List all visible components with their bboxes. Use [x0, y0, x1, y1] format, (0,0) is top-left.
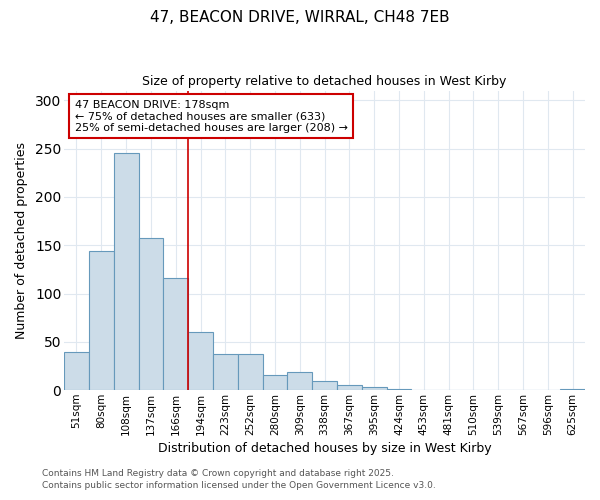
Bar: [89, 251, 114, 390]
Y-axis label: Number of detached properties: Number of detached properties: [15, 142, 28, 339]
Bar: [163, 278, 188, 390]
Bar: [386, 389, 412, 390]
Bar: [238, 354, 263, 390]
Bar: [312, 382, 337, 390]
Bar: [287, 372, 312, 390]
Bar: [139, 238, 163, 390]
Bar: [263, 374, 287, 390]
Title: Size of property relative to detached houses in West Kirby: Size of property relative to detached ho…: [142, 75, 507, 88]
Bar: [560, 389, 585, 390]
Bar: [188, 332, 213, 390]
Bar: [213, 354, 238, 390]
Text: 47 BEACON DRIVE: 178sqm
← 75% of detached houses are smaller (633)
25% of semi-d: 47 BEACON DRIVE: 178sqm ← 75% of detache…: [74, 100, 347, 132]
Bar: [337, 386, 362, 390]
Bar: [64, 352, 89, 390]
Bar: [362, 388, 386, 390]
Bar: [114, 154, 139, 390]
Text: 47, BEACON DRIVE, WIRRAL, CH48 7EB: 47, BEACON DRIVE, WIRRAL, CH48 7EB: [150, 10, 450, 25]
X-axis label: Distribution of detached houses by size in West Kirby: Distribution of detached houses by size …: [158, 442, 491, 455]
Text: Contains HM Land Registry data © Crown copyright and database right 2025.
Contai: Contains HM Land Registry data © Crown c…: [42, 468, 436, 490]
